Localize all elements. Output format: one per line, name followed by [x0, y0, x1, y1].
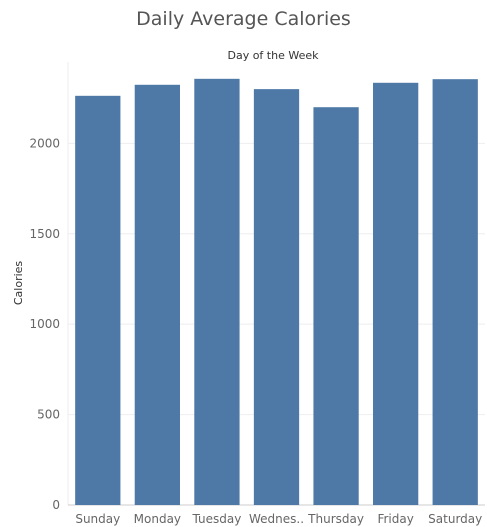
bar[interactable]: [134, 84, 180, 505]
y-tick-label: 0: [52, 498, 60, 512]
bar[interactable]: [194, 78, 240, 505]
x-tick-label: Sunday: [75, 512, 120, 526]
chart-title: Daily Average Calories: [136, 8, 351, 30]
bar[interactable]: [313, 107, 359, 506]
y-tick-label: 1000: [29, 317, 60, 331]
x-axis-ticks: Sunday Monday Tuesday Wednes.. Thursday Frida…: [75, 512, 482, 526]
bar[interactable]: [432, 79, 478, 505]
x-tick-label: Friday: [377, 512, 413, 526]
y-axis-title: Calories: [12, 261, 25, 306]
y-tick-label: 2000: [29, 136, 60, 150]
x-tick-label: Thursday: [307, 512, 364, 526]
y-tick-label: 500: [37, 408, 60, 422]
y-axis-ticks: 0 500 1000 1500 2000: [29, 136, 60, 512]
bar[interactable]: [75, 95, 121, 505]
x-axis-title: Day of the Week: [227, 49, 319, 62]
bar[interactable]: [373, 82, 419, 505]
y-tick-label: 1500: [29, 227, 60, 241]
bars: [75, 78, 478, 506]
bar[interactable]: [253, 89, 300, 506]
x-tick-label: Tuesday: [192, 512, 242, 526]
x-tick-label: Saturday: [428, 512, 482, 526]
x-tick-label: Monday: [134, 512, 181, 526]
x-tick-label: Wednes..: [249, 512, 304, 526]
